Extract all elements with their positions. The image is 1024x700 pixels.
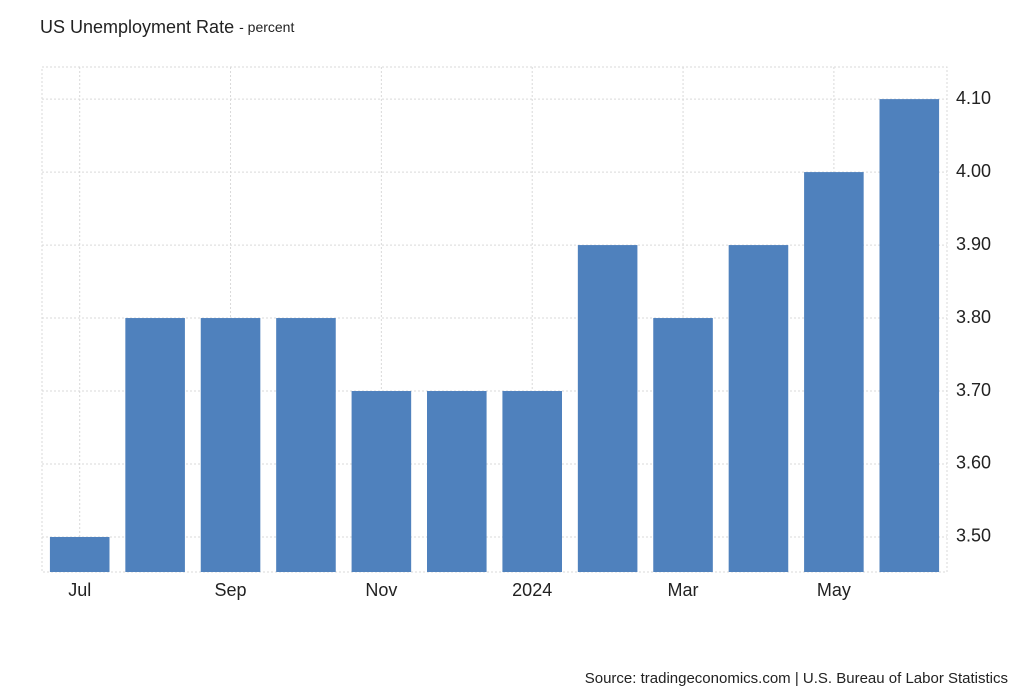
plot-frame xyxy=(41,66,948,573)
bar xyxy=(804,172,864,572)
source: Source: tradingeconomics.com | U.S. Bure… xyxy=(585,670,1008,687)
x-tick-label: Nov xyxy=(365,580,397,600)
subtitle: - percent xyxy=(239,19,294,35)
y-tick-label: 4.10 xyxy=(956,88,991,108)
y-tick-label: 3.80 xyxy=(956,307,991,327)
y-tick-label: 3.90 xyxy=(956,234,991,254)
bar xyxy=(728,245,789,572)
y-tick-label: 3.50 xyxy=(956,526,991,546)
bar xyxy=(427,391,487,572)
x-tick-label: 2024 xyxy=(512,580,552,600)
bar xyxy=(653,318,713,572)
bar xyxy=(49,536,110,572)
x-tick-label: May xyxy=(817,580,851,600)
bar xyxy=(879,99,940,572)
title: US Unemployment Rate xyxy=(40,17,234,37)
bar xyxy=(125,318,185,572)
bar xyxy=(502,391,562,572)
bar xyxy=(200,318,261,572)
x-tick-label: Jul xyxy=(68,580,91,600)
chart-title: US Unemployment Rate - percent xyxy=(40,17,294,37)
bar xyxy=(351,391,412,572)
x-tick-label: Mar xyxy=(668,580,699,600)
y-tick-label: 3.60 xyxy=(956,453,991,473)
y-tick-label: 4.00 xyxy=(956,161,991,181)
y-tick-label: 3.70 xyxy=(956,380,991,400)
bar xyxy=(577,245,638,572)
bar xyxy=(276,318,336,572)
x-tick-label: Sep xyxy=(215,580,247,600)
